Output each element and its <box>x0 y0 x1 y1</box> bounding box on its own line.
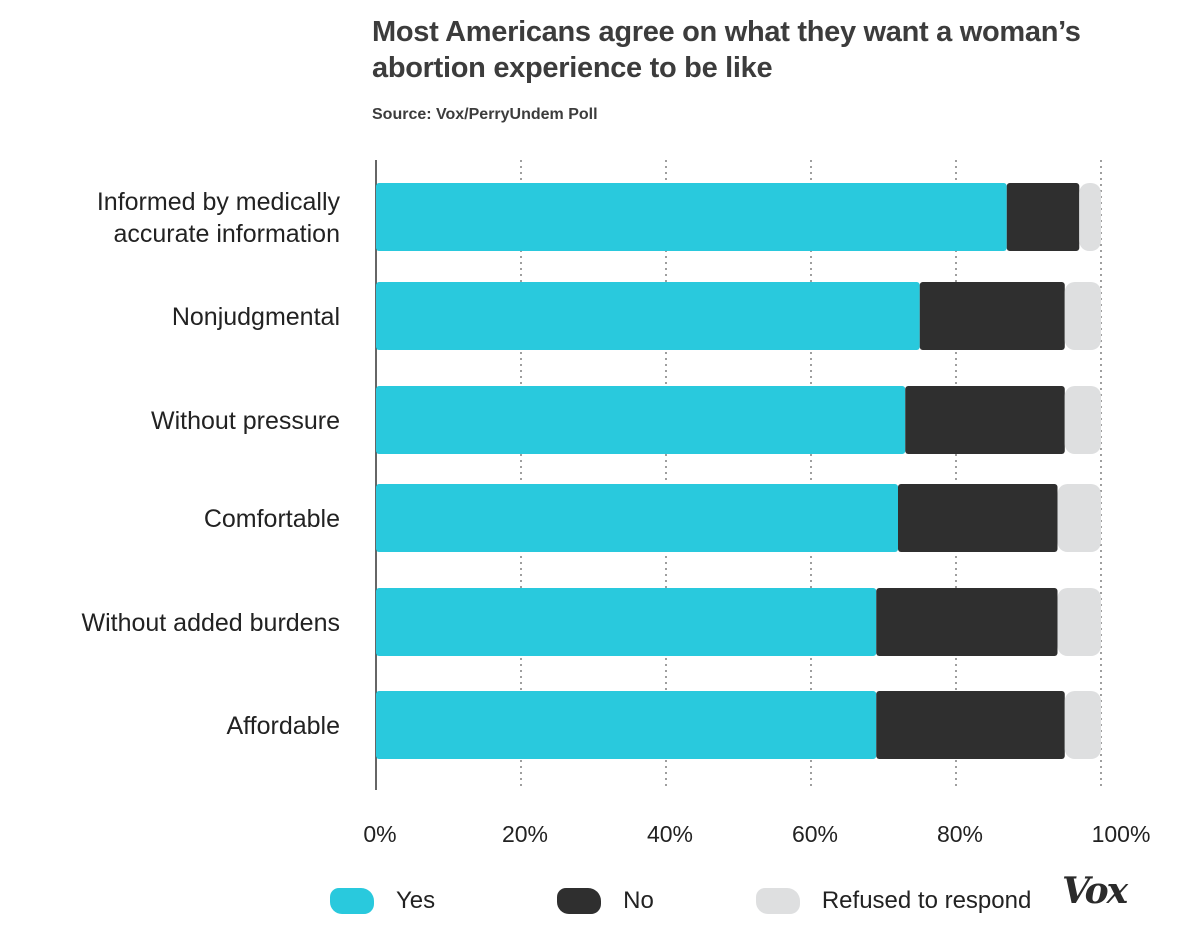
legend-swatch-yes <box>330 888 374 914</box>
vox-logo: Vox <box>1062 870 1128 912</box>
chart-title: Most Americans agree on what they want a… <box>372 16 1081 84</box>
category-label: Comfortable <box>204 505 340 533</box>
bar-yes-6 <box>376 691 877 759</box>
legend-item-refused: Refused to respond <box>755 887 1032 915</box>
bar-refused-5 <box>1057 588 1101 656</box>
bar-no-3 <box>905 386 1065 454</box>
legend-item-yes: Yes <box>330 887 435 915</box>
legend-item-no: No <box>557 887 654 915</box>
category-label: Without added burdens <box>81 609 340 637</box>
bar-layer <box>376 183 1101 759</box>
bar-no-2 <box>919 282 1065 350</box>
category-label: Nonjudgmental <box>172 303 340 331</box>
bar-refused-3 <box>1064 386 1101 454</box>
bar-refused-4 <box>1057 484 1101 552</box>
bar-refused-1 <box>1079 183 1101 251</box>
x-tick-label: 80% <box>937 821 983 847</box>
x-tick-label: 40% <box>647 821 693 847</box>
bar-no-4 <box>898 484 1058 552</box>
stacked-bar-chart: Informed by medically accurate informatio… <box>81 160 1150 847</box>
chart-source: Source: Vox/PerryUndem Poll <box>372 106 598 123</box>
bar-yes-4 <box>376 484 898 552</box>
legend-label-refused: Refused to respond <box>821 887 1032 914</box>
bar-refused-6 <box>1064 691 1101 759</box>
bar-no-6 <box>876 691 1065 759</box>
bar-yes-5 <box>376 588 877 656</box>
tick-layer: 0% 20% 40% 60% 80% 100% <box>363 821 1150 847</box>
legend: Yes No Refused to respond <box>330 880 1059 922</box>
bar-no-5 <box>876 588 1058 656</box>
category-label: Affordable <box>226 712 340 740</box>
label-layer: Informed by medically accurate informatio… <box>81 188 340 740</box>
bar-no-1 <box>1006 183 1080 251</box>
x-tick-label: 0% <box>363 821 396 847</box>
legend-swatch-refused <box>755 888 800 914</box>
bar-yes-3 <box>376 386 906 454</box>
category-label: Without pressure <box>151 407 340 435</box>
legend-swatch-no <box>557 888 602 914</box>
legend-label-yes: Yes <box>396 887 436 914</box>
grid-layer <box>375 160 1102 790</box>
x-tick-label: 20% <box>502 821 548 847</box>
category-label: Informed by medically accurate informatio… <box>97 188 341 248</box>
bar-yes-2 <box>376 282 920 350</box>
legend-label-no: No <box>623 887 654 914</box>
x-tick-label: 100% <box>1092 821 1151 847</box>
bar-yes-1 <box>376 183 1007 251</box>
x-tick-label: 60% <box>792 821 838 847</box>
bar-refused-2 <box>1064 282 1101 350</box>
